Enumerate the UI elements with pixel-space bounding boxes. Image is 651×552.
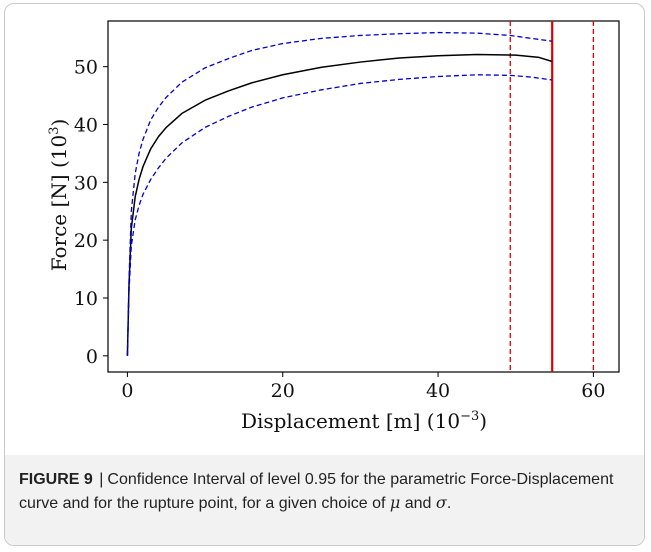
y-tick-label: 30 <box>74 172 98 194</box>
svg-text:Displacement [m] (10−3): Displacement [m] (10−3) <box>241 409 487 433</box>
caption-band <box>5 455 644 545</box>
figure-label: FIGURE 9 <box>19 471 93 488</box>
x-axis-label: Displacement [m] (10−3) <box>241 409 487 433</box>
caption-end: . <box>446 495 452 512</box>
mu-symbol: μ <box>389 493 401 512</box>
x-tick-label: 0 <box>121 380 133 402</box>
y-axis-ticks: 0 10 20 30 40 50 <box>74 57 108 368</box>
chart: 0 20 40 60 0 10 20 30 40 50 Displacement [m] (10… <box>47 20 620 433</box>
caption-separator: | <box>99 471 104 488</box>
series-line-2 <box>126 31 553 356</box>
x-tick-label: 20 <box>271 380 295 402</box>
figure-caption: FIGURE 9 | Confidence Interval of level 0… <box>19 468 639 515</box>
series-line-3 <box>126 74 553 356</box>
y-tick-label: 0 <box>86 346 98 368</box>
caption-and: and <box>400 495 436 512</box>
y-axis-label: Force [N] (103) <box>47 119 71 272</box>
x-axis-ticks: 0 20 40 60 <box>121 372 605 402</box>
y-tick-label: 40 <box>74 115 98 137</box>
sigma-symbol: σ <box>435 493 447 512</box>
x-tick-label: 40 <box>426 380 450 402</box>
y-tick-label: 50 <box>74 57 98 79</box>
series-line-1 <box>126 53 553 356</box>
y-tick-label: 10 <box>74 288 98 310</box>
x-tick-label: 60 <box>581 380 605 402</box>
curve-series <box>126 31 553 356</box>
caption-text: Confidence Interval of level 0.95 for th… <box>19 471 614 512</box>
plot-area <box>107 20 620 373</box>
svg-text:Force [N] (103): Force [N] (103) <box>47 119 71 272</box>
y-tick-label: 20 <box>74 230 98 252</box>
